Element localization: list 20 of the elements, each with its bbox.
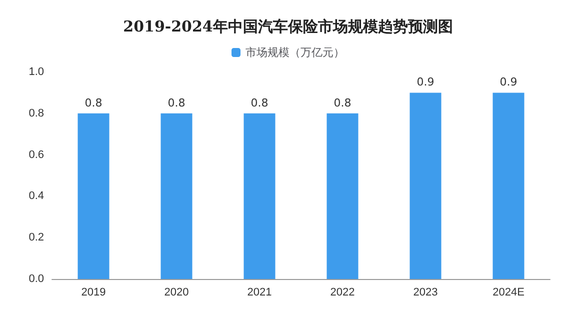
y-tick-label: 0.4 <box>28 190 44 202</box>
y-tick-label: 0.0 <box>28 273 44 285</box>
y-tick-label: 1.0 <box>28 66 44 78</box>
x-tick-label: 2020 <box>164 286 189 298</box>
x-tick-label: 2023 <box>413 286 438 298</box>
data-label: 0.8 <box>250 96 268 110</box>
y-tick-label: 0.6 <box>28 148 44 161</box>
data-label: 0.8 <box>334 96 352 110</box>
x-tick-label: 2021 <box>247 286 272 298</box>
data-label: 0.9 <box>500 76 518 89</box>
chart-title: 2019-2024年中国汽车保险市场规模趋势预测图 <box>123 18 453 36</box>
x-tick-label: 2019 <box>81 286 106 298</box>
data-label: 0.8 <box>84 96 102 110</box>
x-tick-label: 2022 <box>330 286 355 298</box>
data-label: 0.8 <box>168 96 186 110</box>
legend-label: 市场规模（万亿元） <box>246 46 344 59</box>
y-tick-label: 0.2 <box>28 232 44 244</box>
data-label: 0.9 <box>416 76 434 89</box>
x-tick-label: 2024E <box>492 286 524 298</box>
y-tick-label: 0.8 <box>28 107 44 120</box>
